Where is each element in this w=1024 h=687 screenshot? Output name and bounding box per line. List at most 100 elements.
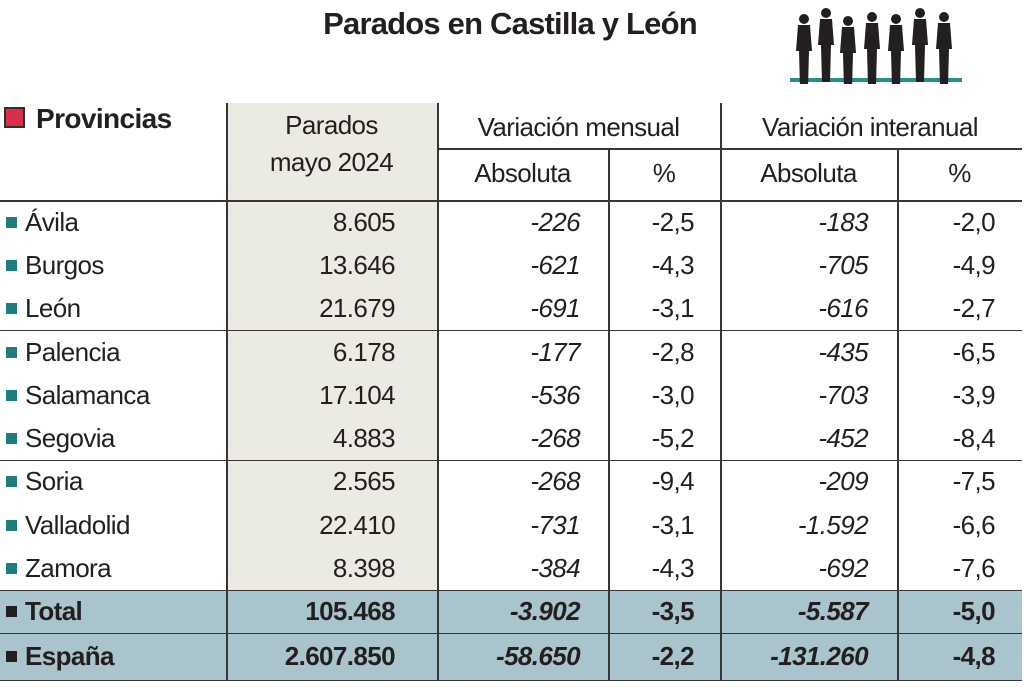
person-head [821, 8, 831, 18]
var-interanual-abs: -616 [818, 293, 868, 324]
var-interanual-pct: -5,0 [952, 596, 996, 627]
var-mensual-abs: -268 [530, 423, 580, 454]
var-interanual-pct: -2,7 [952, 293, 996, 324]
province-label: Segovia [25, 423, 115, 454]
province-name: Total [6, 596, 83, 627]
bullet-icon [6, 606, 17, 618]
province-name: Salamanca [6, 380, 150, 410]
header-var-mensual: Variación mensual [477, 112, 680, 142]
var-mensual-pct: -9,4 [651, 466, 695, 497]
var-mensual-pct: -3,5 [651, 596, 695, 627]
province-name: Soria [6, 466, 83, 496]
province-label: Burgos [25, 249, 104, 280]
parados-column-background [226, 103, 437, 590]
person-body [864, 23, 880, 84]
column-divider [437, 103, 439, 680]
province-label: Ávila [25, 206, 79, 237]
group-divider [0, 459, 1022, 462]
parados-value: 13.646 [319, 249, 396, 280]
table-bottom-line [0, 679, 1022, 682]
var-interanual-pct: -8,4 [952, 423, 996, 454]
person-body [888, 25, 904, 84]
province-name: Segovia [6, 423, 115, 453]
person-head [939, 12, 949, 22]
var-interanual-pct: -7,6 [952, 553, 996, 584]
var-mensual-pct: -4,3 [651, 553, 695, 584]
var-mensual-abs: -384 [530, 553, 580, 584]
person-body [936, 23, 952, 84]
province-label: León [25, 293, 81, 324]
var-interanual-abs: -692 [818, 553, 868, 584]
var-mensual-abs: -621 [530, 249, 580, 280]
parados-value: 2.565 [332, 466, 396, 497]
header-interanual-pct: % [948, 158, 971, 188]
person-head [799, 14, 809, 24]
total-divider [0, 589, 1022, 592]
var-interanual-abs: -435 [818, 336, 868, 367]
bullet-icon [6, 563, 17, 575]
var-interanual-pct: -6,6 [952, 509, 996, 540]
var-mensual-abs: -3.902 [509, 596, 581, 627]
province-label: Palencia [25, 336, 121, 367]
var-mensual-pct: -2,5 [651, 206, 695, 237]
var-interanual-abs: -703 [818, 379, 868, 410]
parados-value: 105.468 [305, 596, 395, 627]
var-mensual-pct: -2,2 [651, 641, 695, 672]
espana-divider [0, 632, 1022, 635]
bullet-icon [6, 216, 17, 228]
var-mensual-pct: -2,8 [651, 336, 695, 367]
province-name: Zamora [6, 553, 112, 584]
bullet-icon [6, 433, 17, 445]
provincias-square-icon [4, 107, 25, 128]
province-label: Soria [25, 466, 83, 497]
person-body [796, 25, 812, 84]
parados-value: 6.178 [332, 336, 396, 367]
province-label: Total [25, 596, 83, 627]
people-silhouettes-icon [790, 8, 962, 84]
var-mensual-abs: -691 [530, 293, 580, 324]
parados-value: 22.410 [319, 509, 396, 540]
header-var-interanual: Variación interanual [762, 112, 978, 142]
var-interanual-pct: -7,5 [952, 466, 996, 497]
var-mensual-abs: -226 [530, 206, 580, 237]
header-bottom-line [0, 200, 1022, 202]
var-interanual-abs: -705 [818, 249, 868, 280]
header-divider [437, 148, 1022, 150]
bullet-icon [6, 476, 17, 488]
var-interanual-pct: -3,9 [952, 379, 996, 410]
var-interanual-pct: -6,5 [952, 336, 996, 367]
province-name: León [6, 293, 81, 324]
column-divider [608, 148, 610, 680]
parados-value: 8.398 [332, 553, 396, 584]
bullet-icon [6, 303, 17, 315]
province-name: Burgos [6, 250, 104, 280]
column-divider [897, 148, 899, 680]
header-parados-date: mayo 2024 [269, 147, 394, 177]
var-mensual-pct: -3,0 [651, 379, 695, 410]
bullet-icon [6, 651, 17, 663]
header-interanual-absoluta: Absoluta [760, 158, 857, 188]
person-head [843, 16, 853, 26]
person-body [818, 19, 834, 82]
var-interanual-abs: -183 [818, 206, 868, 237]
var-mensual-pct: -5,2 [651, 423, 695, 454]
column-divider [226, 103, 228, 680]
parados-value: 2.607.850 [284, 641, 396, 672]
bullet-icon [6, 519, 17, 531]
person-body [840, 27, 856, 84]
group-divider [0, 329, 1022, 332]
bullet-icon [6, 259, 17, 271]
header-provincias: Provincias [36, 103, 172, 134]
var-mensual-abs: -177 [530, 336, 580, 367]
parados-value: 17.104 [319, 379, 396, 410]
province-label: Valladolid [25, 509, 130, 540]
province-label: Zamora [25, 553, 112, 584]
province-label: Salamanca [25, 379, 150, 410]
var-interanual-abs: -1.592 [797, 509, 869, 540]
person-head [891, 14, 901, 24]
parados-value: 21.679 [319, 293, 396, 324]
var-interanual-abs: -131.260 [770, 641, 868, 672]
header-mensual-absoluta: Absoluta [474, 158, 571, 188]
var-mensual-pct: -3,1 [651, 293, 695, 324]
var-interanual-pct: -4,9 [952, 249, 996, 280]
